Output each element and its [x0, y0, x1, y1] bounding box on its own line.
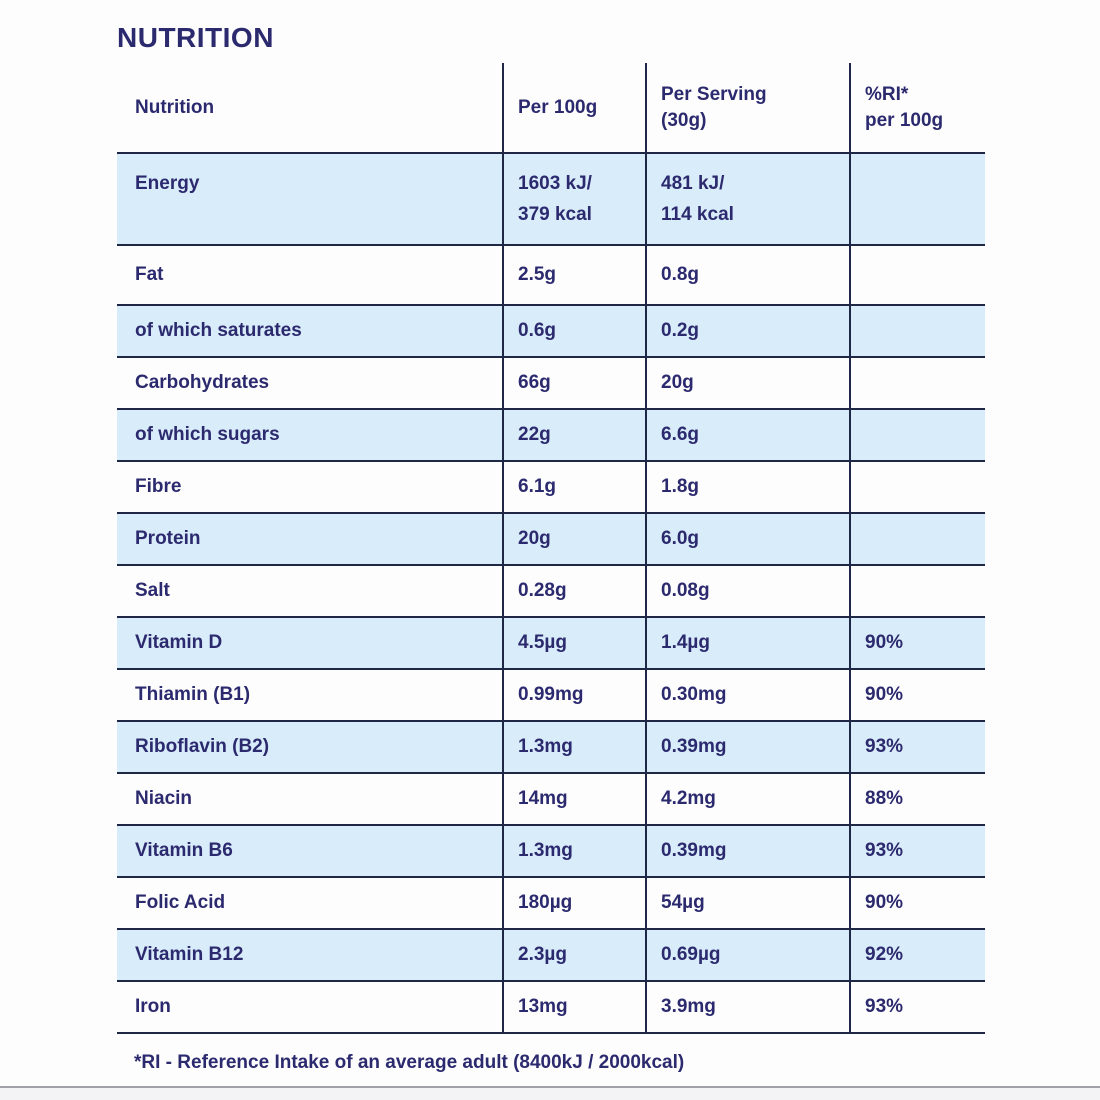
per-serving-value: 20g	[645, 357, 850, 410]
per-100g-value: 1.3mg	[502, 721, 646, 774]
per-100g-value: 66g	[502, 357, 646, 410]
nutrient-name: of which saturates	[117, 305, 503, 358]
nutrient-name: of which sugars	[117, 409, 503, 462]
ri-value: 92%	[849, 929, 985, 982]
per-100g-value: 1603 kJ/ 379 kcal	[502, 153, 646, 246]
page-title: NUTRITION	[117, 22, 274, 53]
table-row: Fat 2.5g 0.8g	[117, 245, 985, 306]
ri-value: 93%	[849, 981, 985, 1034]
ri-value: 88%	[849, 773, 985, 826]
per-100g-value: 0.99mg	[502, 669, 646, 722]
table-row: Vitamin B6 1.3mg 0.39mg 93%	[117, 825, 985, 878]
header-row: Nutrition Per 100g Per Serving (30g) %RI…	[117, 63, 985, 154]
table-row: Protein 20g 6.0g	[117, 513, 985, 566]
per-serving-value: 0.39mg	[645, 825, 850, 878]
table-row: Fibre 6.1g 1.8g	[117, 461, 985, 514]
table-row: Salt 0.28g 0.08g	[117, 565, 985, 618]
ri-value: 90%	[849, 617, 985, 670]
ri-value: 93%	[849, 825, 985, 878]
nutrient-name: Thiamin (B1)	[117, 669, 503, 722]
nutrient-name: Carbohydrates	[117, 357, 503, 410]
ri-value	[849, 305, 985, 358]
per-100g-value: 0.6g	[502, 305, 646, 358]
reference-intake-footnote: *RI - Reference Intake of an average adu…	[134, 1052, 685, 1073]
per-serving-value: 6.0g	[645, 513, 850, 566]
per-100g-value: 1.3mg	[502, 825, 646, 878]
ri-value	[849, 245, 985, 306]
ri-value	[849, 513, 985, 566]
per-serving-value: 1.8g	[645, 461, 850, 514]
table-body: Energy 1603 kJ/ 379 kcal 481 kJ/ 114 kca…	[117, 153, 985, 1034]
table-row: Energy 1603 kJ/ 379 kcal 481 kJ/ 114 kca…	[117, 153, 985, 246]
table-row: Carbohydrates 66g 20g	[117, 357, 985, 410]
ri-value: 93%	[849, 721, 985, 774]
per-100g-value: 22g	[502, 409, 646, 462]
table-row: Vitamin B12 2.3µg 0.69µg 92%	[117, 929, 985, 982]
per-serving-value: 0.30mg	[645, 669, 850, 722]
ri-value	[849, 357, 985, 410]
per-100g-value: 0.28g	[502, 565, 646, 618]
col-header-ri: %RI* per 100g	[849, 63, 985, 154]
nutrient-name: Niacin	[117, 773, 503, 826]
nutrient-name: Vitamin B6	[117, 825, 503, 878]
nutrient-name: Fat	[117, 245, 503, 306]
per-100g-value: 180µg	[502, 877, 646, 930]
ri-value	[849, 153, 985, 246]
per-100g-value: 14mg	[502, 773, 646, 826]
nutrient-name: Riboflavin (B2)	[117, 721, 503, 774]
per-serving-value: 0.2g	[645, 305, 850, 358]
table-row: of which saturates 0.6g 0.2g	[117, 305, 985, 358]
per-serving-value: 6.6g	[645, 409, 850, 462]
per-100g-value: 6.1g	[502, 461, 646, 514]
table-row: Niacin 14mg 4.2mg 88%	[117, 773, 985, 826]
nutrient-name: Energy	[117, 153, 503, 246]
per-100g-value: 2.5g	[502, 245, 646, 306]
nutrient-name: Vitamin B12	[117, 929, 503, 982]
per-100g-value: 4.5µg	[502, 617, 646, 670]
per-serving-value: 481 kJ/ 114 kcal	[645, 153, 850, 246]
ri-value	[849, 565, 985, 618]
per-serving-value: 4.2mg	[645, 773, 850, 826]
nutrient-name: Vitamin D	[117, 617, 503, 670]
nutrient-name: Fibre	[117, 461, 503, 514]
per-100g-value: 20g	[502, 513, 646, 566]
per-serving-value: 0.08g	[645, 565, 850, 618]
per-serving-value: 0.69µg	[645, 929, 850, 982]
nutrient-name: Folic Acid	[117, 877, 503, 930]
per-serving-value: 3.9mg	[645, 981, 850, 1034]
nutrition-table: Nutrition Per 100g Per Serving (30g) %RI…	[117, 63, 985, 1034]
ri-value: 90%	[849, 877, 985, 930]
nutrient-name: Iron	[117, 981, 503, 1034]
per-serving-value: 1.4µg	[645, 617, 850, 670]
bottom-divider	[0, 1086, 1100, 1100]
per-serving-value: 0.8g	[645, 245, 850, 306]
per-serving-value: 0.39mg	[645, 721, 850, 774]
table-row: Riboflavin (B2) 1.3mg 0.39mg 93%	[117, 721, 985, 774]
table-row: Thiamin (B1) 0.99mg 0.30mg 90%	[117, 669, 985, 722]
per-serving-value: 54µg	[645, 877, 850, 930]
nutrient-name: Protein	[117, 513, 503, 566]
per-100g-value: 2.3µg	[502, 929, 646, 982]
nutrient-name: Salt	[117, 565, 503, 618]
col-header-per-100g: Per 100g	[502, 63, 646, 154]
ri-value: 90%	[849, 669, 985, 722]
ri-value	[849, 409, 985, 462]
table-row: Iron 13mg 3.9mg 93%	[117, 981, 985, 1034]
table-row: Folic Acid 180µg 54µg 90%	[117, 877, 985, 930]
ri-value	[849, 461, 985, 514]
col-header-nutrition: Nutrition	[117, 63, 503, 154]
table-row: of which sugars 22g 6.6g	[117, 409, 985, 462]
nutrition-table-wrapper: Nutrition Per 100g Per Serving (30g) %RI…	[117, 63, 985, 1034]
col-header-per-serving: Per Serving (30g)	[645, 63, 850, 154]
table-row: Vitamin D 4.5µg 1.4µg 90%	[117, 617, 985, 670]
per-100g-value: 13mg	[502, 981, 646, 1034]
